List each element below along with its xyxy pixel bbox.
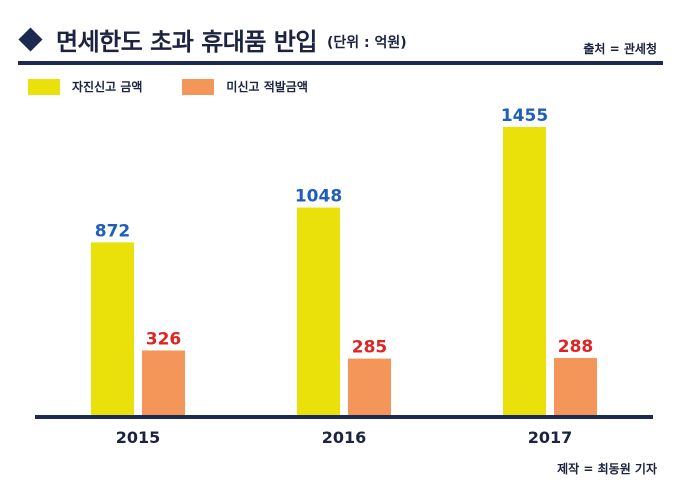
data-label-declared-2015: 872	[95, 221, 131, 241]
x-axis-line	[35, 415, 653, 419]
x-tick-label-2017: 2017	[528, 428, 573, 447]
bar-declared-2015	[91, 242, 134, 415]
data-label-declared-2017: 1455	[501, 106, 548, 126]
data-label-undeclared-2015: 326	[146, 329, 182, 349]
legend-item-declared: 자진신고 금액	[28, 78, 142, 95]
data-label-undeclared-2017: 288	[558, 337, 594, 357]
bar-declared-2016	[297, 207, 340, 415]
legend-item-undeclared: 미신고 적발금액	[182, 78, 308, 95]
x-tick-label-2015: 2015	[116, 428, 161, 447]
bar-undeclared-2016	[348, 358, 391, 415]
chart-title: 면세한도 초과 휴대품 반입	[56, 28, 317, 56]
bar-undeclared-2017	[554, 357, 597, 415]
bar-undeclared-2015	[142, 350, 185, 415]
data-label-declared-2016: 1048	[295, 187, 342, 207]
legend-label-undeclared: 미신고 적발금액	[226, 80, 308, 94]
legend-swatch-declared	[28, 78, 60, 95]
data-label-undeclared-2016: 285	[352, 338, 388, 358]
chart-title-row: 면세한도 초과 휴대품 반입 (단위 : 억원)	[18, 22, 407, 57]
legend-label-declared: 자진신고 금액	[72, 80, 143, 94]
title-divider	[18, 61, 663, 65]
unit-label: (단위 : 억원)	[326, 34, 407, 51]
legend: 자진신고 금액 미신고 적발금액	[28, 78, 348, 95]
source-label: 출처 = 관세청	[583, 42, 657, 56]
credit-label: 제작 = 최동원 기자	[557, 462, 657, 476]
x-tick-label-2016: 2016	[322, 428, 367, 447]
bar-declared-2017	[503, 127, 546, 415]
legend-swatch-undeclared	[182, 78, 215, 95]
